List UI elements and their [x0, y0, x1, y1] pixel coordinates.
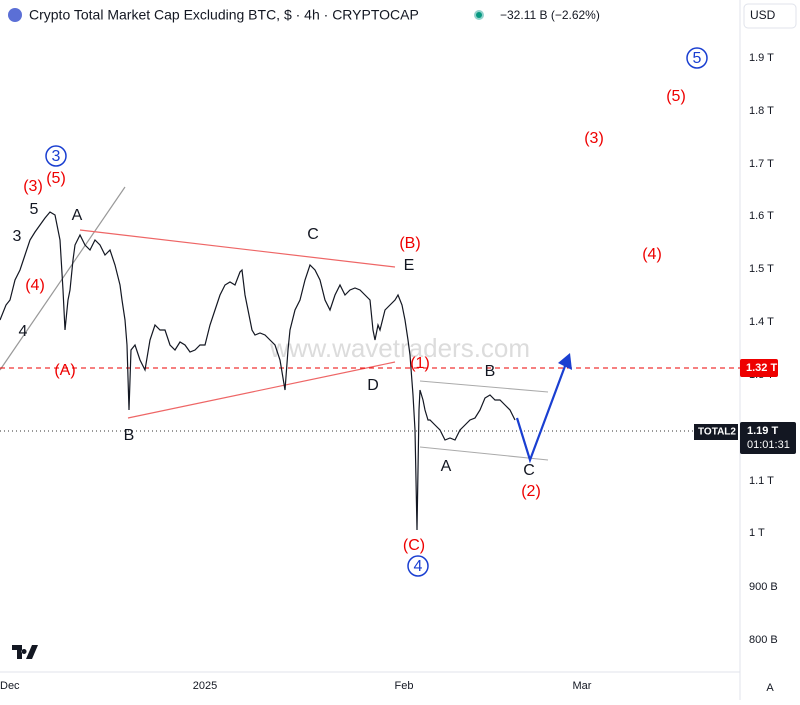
symbol-label: TOTAL2 — [698, 427, 736, 438]
symbol-badge — [694, 424, 738, 440]
price-label: 1.1 T — [749, 475, 774, 487]
logo — [12, 645, 38, 659]
wave-label: (A) — [54, 362, 75, 379]
time-label: 2025 — [193, 680, 217, 692]
wave-label: E — [404, 257, 415, 274]
time-label: Feb — [395, 680, 414, 692]
wave-circle — [686, 47, 708, 69]
price-label: 1.9 T — [749, 52, 774, 64]
price-label: 1.7 T — [749, 158, 774, 170]
projection-arrow — [515, 357, 570, 464]
level-badge — [740, 359, 778, 377]
wave-label: 3 — [52, 148, 61, 165]
header-change: −32.11 B (−2.62%) — [500, 8, 600, 22]
price-label: 1.8 T — [749, 105, 774, 117]
auto-scale-button[interactable]: A — [766, 682, 774, 694]
time-label: Mar — [573, 680, 592, 692]
wave-label: (5) — [666, 88, 686, 105]
price-label: 900 B — [749, 581, 778, 593]
arrow-head — [558, 353, 572, 370]
time-label: Dec — [0, 680, 20, 692]
level-label: 1.32 T — [746, 362, 777, 374]
triangle-upper — [79, 229, 396, 268]
channel-lower — [419, 446, 549, 461]
status-dot-inner — [476, 12, 482, 18]
watermark: www.wavetraders.com — [269, 333, 530, 363]
price-label: 1.6 T — [749, 210, 774, 222]
triangle-lower — [127, 361, 396, 419]
price-badge — [740, 422, 796, 454]
wave-circle — [407, 555, 429, 577]
price-label: 1.4 T — [749, 316, 774, 328]
wave-label: 3 — [13, 228, 22, 245]
wave-label: B — [124, 427, 135, 444]
wave-label: A — [441, 458, 452, 475]
channel-upper — [419, 380, 549, 393]
wave-label: (B) — [399, 235, 420, 252]
wave-label: B — [485, 363, 496, 380]
wave-label: 4 — [19, 323, 28, 340]
price-label: 800 B — [749, 634, 778, 646]
wave-label: D — [367, 377, 379, 394]
header-title: Crypto Total Market Cap Excluding BTC, $… — [29, 7, 419, 23]
wave-label: 5 — [693, 50, 702, 67]
wave-label: (3) — [584, 130, 604, 147]
wave-label: 4 — [414, 558, 423, 575]
last-price: 1.19 T — [747, 425, 778, 437]
wave-label: C — [523, 462, 535, 479]
wave-label: (1) — [410, 355, 430, 372]
wave-label: (4) — [25, 277, 45, 294]
currency-label[interactable]: USD — [750, 8, 776, 22]
price-label: 1 T — [749, 527, 765, 539]
wave-label: 5 — [30, 201, 39, 218]
wave-circle — [45, 145, 67, 167]
wave-label: (4) — [642, 246, 662, 263]
wave-label: (2) — [521, 483, 541, 500]
symbol-icon — [8, 8, 22, 22]
price-label: 1.5 T — [749, 263, 774, 275]
wave-label: C — [307, 226, 319, 243]
wave-label: (3) — [23, 178, 43, 195]
wave-label: A — [72, 207, 83, 224]
wave-label: (C) — [403, 537, 425, 554]
countdown: 01:01:31 — [747, 439, 790, 451]
currency-button[interactable] — [743, 3, 797, 29]
wave-label: (5) — [46, 170, 66, 187]
price-path — [0, 211, 516, 531]
